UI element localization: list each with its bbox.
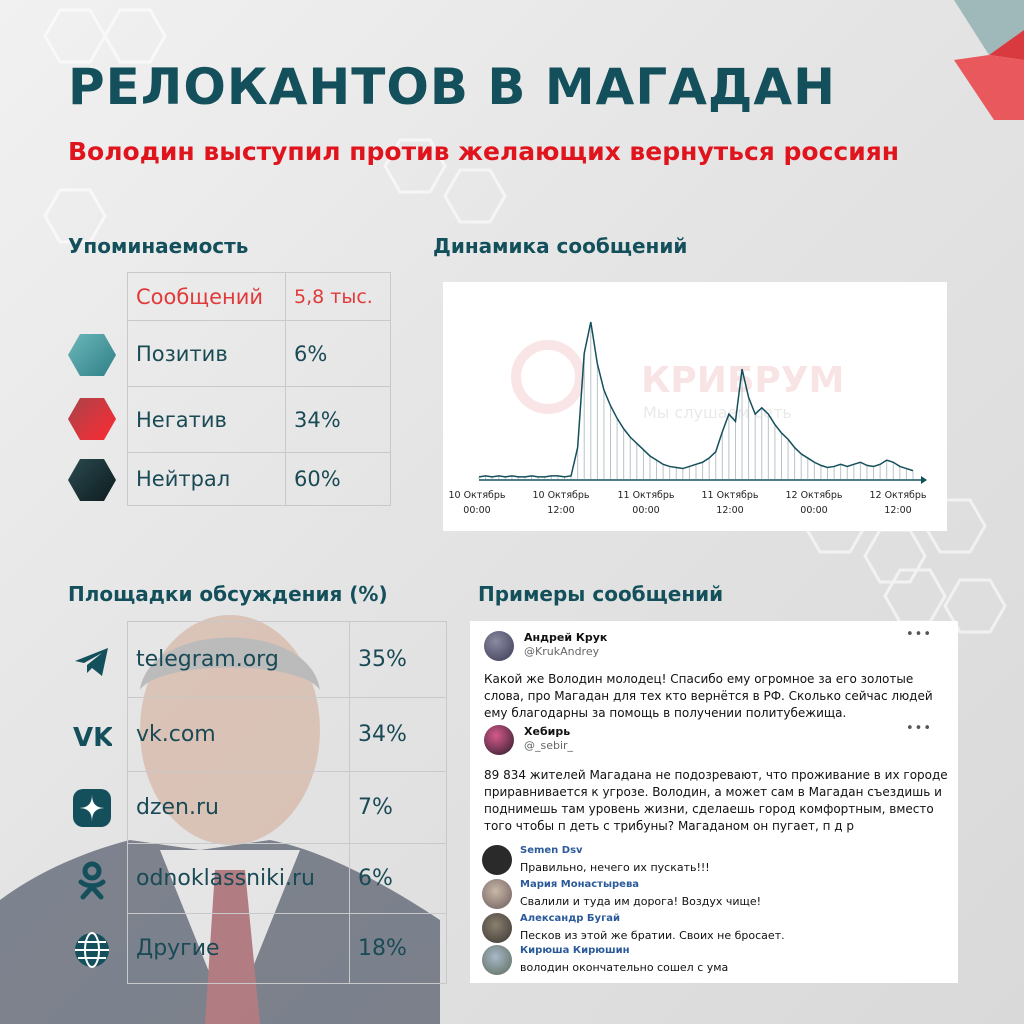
svg-text:VK: VK (73, 723, 112, 753)
comment-text: Правильно, нечего их пускать!!! (520, 861, 710, 874)
post-line: слова, про Магадан для тех кто вернётся … (484, 689, 933, 703)
platform-value-odnoklassniki: 6% (349, 843, 447, 914)
post-line: поднимешь там уровень жизни, сделаешь го… (484, 802, 934, 816)
comment-text: володин окончательно сошел с ума (520, 961, 729, 974)
x-tick-time: 00:00 (800, 505, 827, 516)
chart-watermark: КРИБРУМ Мы слушаем сеть (511, 340, 844, 422)
post-line: того чтобы п деть с трибуны? Магаданом о… (484, 819, 855, 833)
watermark-subtext: Мы слушаем сеть (643, 403, 792, 422)
mentions-value-neutral: 60% (285, 452, 391, 506)
messages-panel: Андрей Крук @KrukAndrey ••• Какой же Вол… (470, 621, 958, 983)
more-options-icon[interactable]: ••• (906, 721, 933, 736)
mentions-label-positive: Позитив (127, 320, 286, 387)
x-tick-time: 00:00 (463, 505, 490, 516)
mentions-label-negative: Негатив (127, 386, 286, 453)
platform-name-vk: vk.com (127, 697, 350, 772)
post-line: приравнивается к угрозе. Володин, а може… (484, 785, 942, 799)
avatar[interactable] (482, 945, 512, 975)
platform-name-odnoklassniki: odnoklassniki.ru (127, 843, 350, 914)
post-author-name[interactable]: Хебирь (524, 725, 571, 738)
page-title: РЕЛОКАНТОВ В МАГАДАН (68, 58, 836, 116)
more-options-icon[interactable]: ••• (906, 627, 933, 642)
chart-series-line (478, 321, 914, 478)
mentions-table: Сообщений 5,8 тыс. Позитив 6% Негатив 34… (127, 272, 391, 506)
globe-icon (75, 932, 109, 968)
dynamics-chart: КРИБРУМ Мы слушаем сеть 10 Октябрь 00:00 1… (443, 282, 947, 531)
comment-author[interactable]: Кирюша Кирюшин (520, 945, 630, 956)
x-tick-time: 00:00 (632, 505, 659, 516)
mentions-value-positive: 6% (285, 320, 391, 387)
post-text: Какой же Володин молодец! Спасибо ему ог… (484, 671, 933, 722)
platform-name-telegram: telegram.org (127, 621, 350, 698)
comment-author[interactable]: Semen Dsv (520, 845, 583, 856)
post-line: Какой же Володин молодец! Спасибо ему ог… (484, 672, 914, 686)
post-author-handle[interactable]: @KrukAndrey (524, 645, 600, 658)
comment-author[interactable]: Мария Монастырева (520, 879, 640, 890)
dzen-icon (73, 789, 111, 827)
platform-value-other: 18% (349, 913, 447, 984)
x-tick-date: 11 Октябрь (701, 490, 758, 501)
avatar[interactable] (482, 845, 512, 875)
avatar[interactable] (482, 913, 512, 943)
examples-heading: Примеры сообщений (478, 582, 724, 606)
x-tick-time: 12:00 (884, 505, 911, 516)
odnoklassniki-icon (78, 861, 106, 900)
avatar[interactable] (482, 879, 512, 909)
x-tick-date: 12 Октябрь (869, 490, 926, 501)
comment-text: Свалили и туда им дорога! Воздух чище! (520, 895, 762, 908)
platform-value-telegram: 35% (349, 621, 447, 698)
platforms-heading: Площадки обсуждения (%) (68, 582, 388, 606)
post-line: ему благодарны за помощь в получении пол… (484, 706, 847, 720)
mentions-label-neutral: Нейтрал (127, 452, 286, 506)
avatar[interactable] (484, 631, 514, 661)
x-tick-time: 12:00 (547, 505, 574, 516)
post-line: 89 834 жителей Магадана не подозревают, … (484, 768, 948, 782)
positive-hex-icon (68, 334, 116, 376)
vk-icon: VK (73, 723, 112, 753)
post-text: 89 834 жителей Магадана не подозревают, … (484, 767, 948, 835)
watermark-text: КРИБРУМ (641, 360, 844, 401)
x-tick-time: 12:00 (716, 505, 743, 516)
post-author-handle[interactable]: @_sebir_ (524, 739, 574, 752)
platform-name-other: Другие (127, 913, 350, 984)
comment-text: Песков из этой же братии. Своих не броса… (520, 929, 785, 942)
x-tick-date: 10 Октябрь (448, 490, 505, 501)
platform-value-vk: 34% (349, 697, 447, 772)
dynamics-chart-svg: КРИБРУМ Мы слушаем сеть 10 Октябрь 00:00 1… (448, 321, 927, 516)
platforms-table: telegram.org 35% vk.com 34% dzen.ru 7% o… (127, 621, 447, 984)
chart-axis-arrow (921, 476, 927, 484)
avatar[interactable] (484, 725, 514, 755)
telegram-icon (75, 648, 108, 676)
neutral-hex-icon (68, 459, 116, 501)
platform-name-dzen: dzen.ru (127, 771, 350, 844)
dynamics-heading: Динамика сообщений (433, 234, 688, 258)
negative-hex-icon (68, 398, 116, 440)
x-tick-date: 10 Октябрь (532, 490, 589, 501)
x-tick-date: 12 Октябрь (785, 490, 842, 501)
mentions-value-messages: 5,8 тыс. (285, 272, 391, 321)
mentions-value-negative: 34% (285, 386, 391, 453)
mentions-heading: Упоминаемость (68, 234, 249, 258)
comment-author[interactable]: Александр Бугай (520, 913, 621, 924)
x-tick-date: 11 Октябрь (617, 490, 674, 501)
mentions-label-messages: Сообщений (127, 272, 286, 321)
corner-decoration (954, 0, 1024, 120)
platform-value-dzen: 7% (349, 771, 447, 844)
post-author-name[interactable]: Андрей Крук (524, 631, 608, 644)
page-subtitle: Володин выступил против желающих вернуть… (68, 137, 900, 166)
